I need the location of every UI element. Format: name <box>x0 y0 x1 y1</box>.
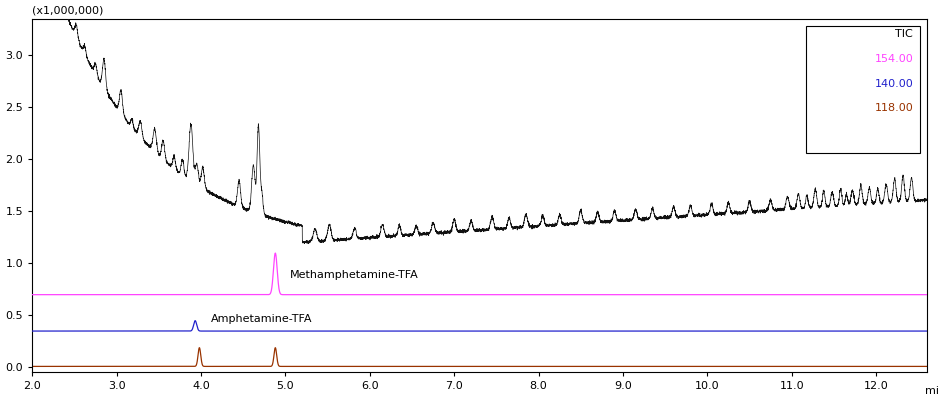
Text: 154.00: 154.00 <box>874 54 914 64</box>
X-axis label: min: min <box>925 386 940 396</box>
Text: 154.00: 154.00 <box>874 54 914 64</box>
Text: TIC: TIC <box>896 29 914 39</box>
Text: 118.00: 118.00 <box>874 104 914 114</box>
Text: (x1,000,000): (x1,000,000) <box>32 5 103 15</box>
Text: Methamphetamine-TFA: Methamphetamine-TFA <box>290 270 418 280</box>
Bar <box>806 26 920 153</box>
Text: Amphetamine-TFA: Amphetamine-TFA <box>212 314 313 324</box>
Text: 140.00: 140.00 <box>874 79 914 89</box>
Text: 140.00: 140.00 <box>874 79 914 89</box>
Text: 118.00: 118.00 <box>874 104 914 114</box>
Text: TIC: TIC <box>896 29 914 39</box>
